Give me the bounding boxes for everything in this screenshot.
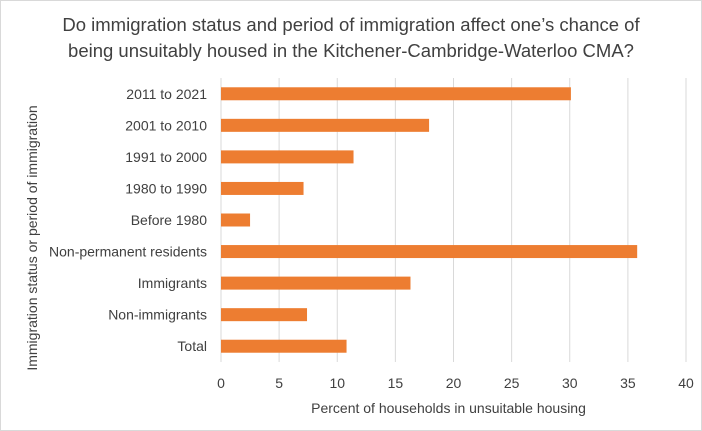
bar [221,118,430,132]
x-tick-labels: 0 5 10 15 20 25 30 35 40 [217,375,694,391]
x-tick-label: 10 [329,375,345,391]
bar [221,245,638,259]
x-tick-label: 0 [217,375,225,391]
bar [221,87,571,101]
x-tick-label: 25 [504,375,520,391]
category-label: Non-immigrants [108,307,207,323]
chart-title-line-2: being unsuitably housed in the Kitchener… [68,40,634,61]
x-tick-label: 20 [446,375,462,391]
category-labels: 2011 to 2021 2001 to 2010 1991 to 2000 1980… [49,86,207,354]
x-tick-label: 30 [562,375,578,391]
bar [221,150,354,164]
x-axis-title: Percent of households in unsuitable hous… [311,400,586,416]
category-label: Immigrants [138,275,207,291]
bars [221,87,638,353]
bar [221,213,251,227]
bar [221,181,304,195]
category-label: 2001 to 2010 [125,117,207,133]
x-tick-label: 35 [620,375,636,391]
bar [221,339,347,353]
category-label: 1980 to 1990 [125,180,207,196]
y-axis-title: Immigration status or period of immigrat… [24,105,40,370]
x-tick-label: 5 [275,375,283,391]
chart-title-line-1: Do immigration status and period of immi… [62,14,640,35]
x-tick-label: 15 [388,375,404,391]
category-label: 1991 to 2000 [125,149,207,165]
bar [221,276,411,290]
bar [221,308,308,322]
category-label: Before 1980 [131,212,207,228]
chart-title: Do immigration status and period of immi… [0,12,702,64]
x-tick-label: 40 [678,375,694,391]
category-label: Total [177,338,207,354]
category-label: Non-permanent residents [49,244,207,260]
category-label: 2011 to 2021 [126,86,207,102]
